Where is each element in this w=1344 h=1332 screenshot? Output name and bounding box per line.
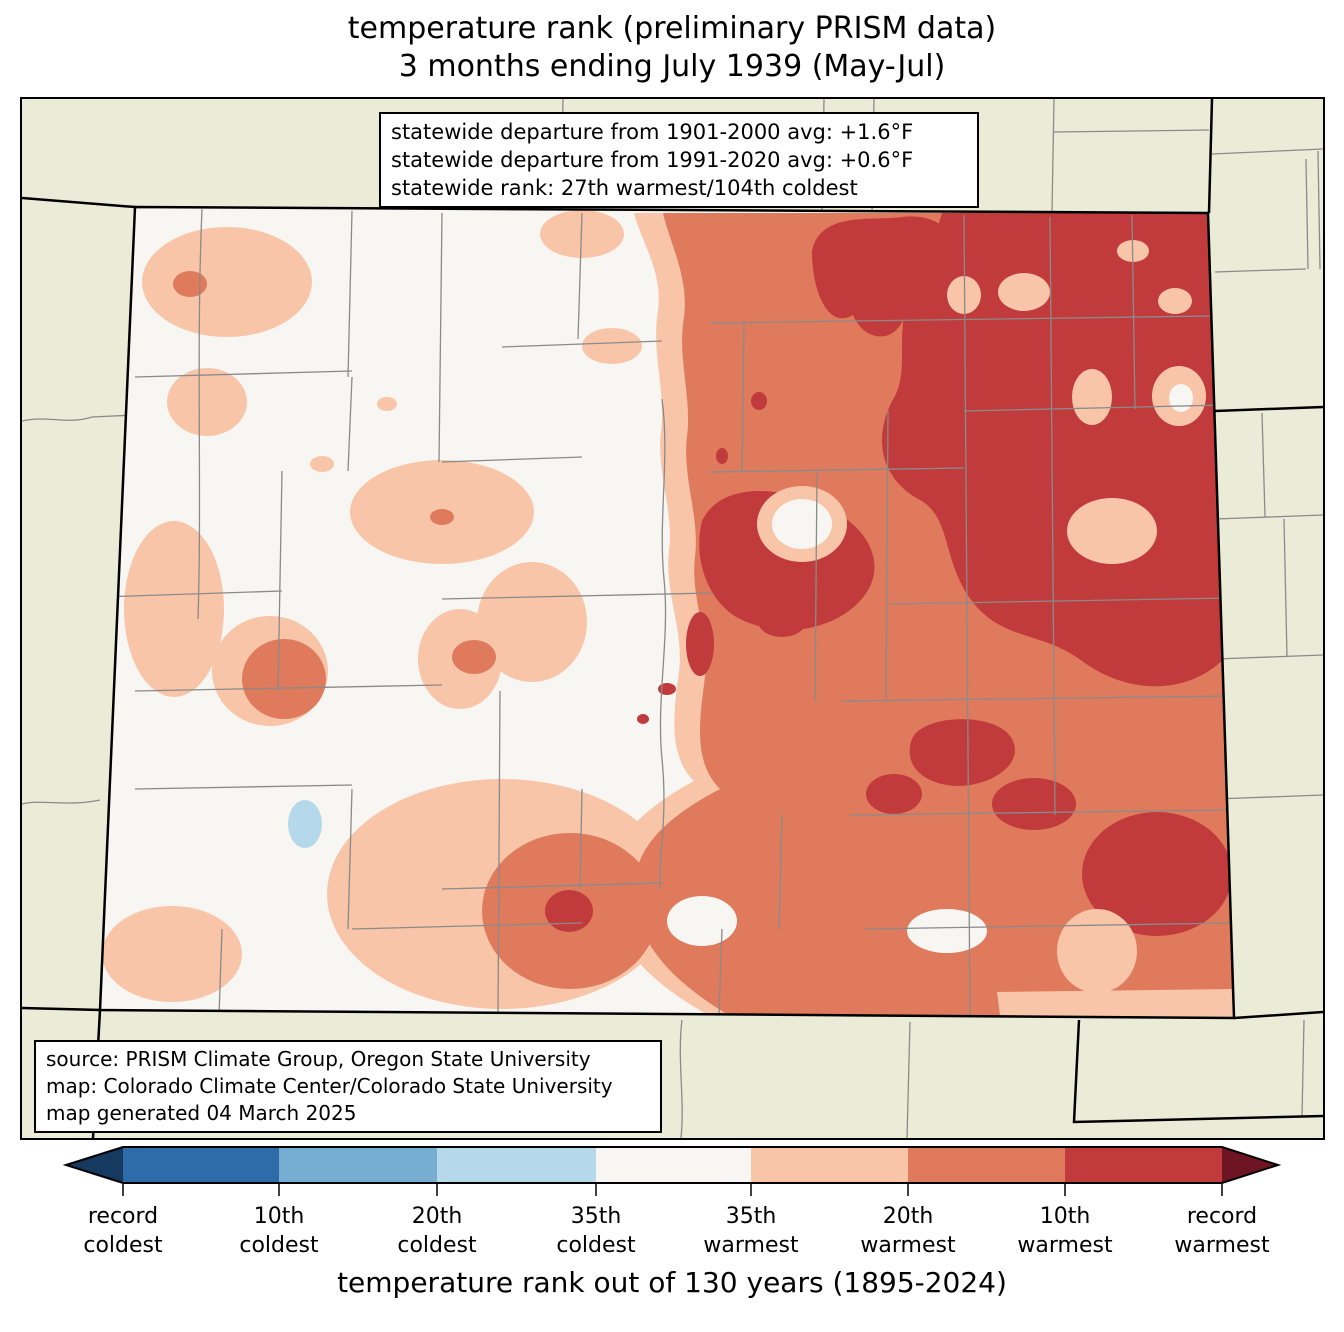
legend-label-record-coldest: record coldest <box>83 1204 163 1258</box>
colorbar-segment-20th-warmest <box>908 1147 1065 1183</box>
warm-35th-south-strip <box>997 989 1234 1018</box>
source-line-3: map generated 04 March 2025 <box>46 1101 357 1125</box>
colorbar-segment-20th-coldest <box>279 1147 437 1183</box>
title-line-1: temperature rank (preliminary PRISM data… <box>347 11 997 46</box>
legend-label-35th-coldest: 35th coldest <box>556 1204 636 1258</box>
stats-line-2: statewide departure from 1991-2020 avg: … <box>391 148 914 172</box>
title-line-2: 3 months ending July 1939 (May-Jul) <box>398 49 946 84</box>
legend-title: temperature rank out of 130 years (1895-… <box>337 1266 1007 1299</box>
legend-label-20th-coldest: 20th coldest <box>397 1204 477 1258</box>
stats-line-3: statewide rank: 27th warmest/104th colde… <box>391 176 858 200</box>
colorbar <box>62 1146 1282 1196</box>
legend-label-20th-warmest: 20th warmest <box>860 1204 956 1258</box>
source-attribution-box: source: PRISM Climate Group, Oregon Stat… <box>34 1040 662 1133</box>
colorbar-segment-10th-warmest <box>1065 1147 1222 1183</box>
legend-label-35th-warmest: 35th warmest <box>703 1204 799 1258</box>
colorado-state-border <box>98 205 1236 1020</box>
warm-10th-region-layer <box>545 213 1232 936</box>
source-line-1: source: PRISM Climate Group, Oregon Stat… <box>46 1047 591 1071</box>
stats-line-1: statewide departure from 1901-2000 avg: … <box>391 120 914 144</box>
colorado-temperature-rank-map <box>22 99 1323 1138</box>
temperature-rank-fill-layer <box>100 207 1234 1018</box>
record-coldest-arrow <box>66 1147 123 1183</box>
colorbar-segment-10th-coldest <box>123 1147 279 1183</box>
page-title: temperature rank (preliminary PRISM data… <box>0 10 1344 86</box>
colorbar-segment-35th-warmest <box>751 1147 908 1183</box>
map-frame: statewide departure from 1901-2000 avg: … <box>20 97 1325 1140</box>
statewide-stats-box: statewide departure from 1901-2000 avg: … <box>379 112 979 208</box>
legend-label-record-warmest: record warmest <box>1174 1204 1270 1258</box>
colorbar-legend: record coldest 10th coldest 20th coldest 35… <box>0 1140 1344 1332</box>
colorado-county-lines <box>100 208 1233 1017</box>
legend-label-10th-coldest: 10th coldest <box>239 1204 319 1258</box>
colorbar-ticks <box>122 1183 1223 1196</box>
colorbar-segment-35th-coldest <box>437 1147 596 1183</box>
record-warmest-arrow <box>1222 1147 1278 1183</box>
cold-20th-blob <box>288 800 322 848</box>
legend-label-10th-warmest: 10th warmest <box>1017 1204 1113 1258</box>
source-line-2: map: Colorado Climate Center/Colorado St… <box>46 1074 613 1098</box>
colorbar-segment-neutral <box>596 1147 751 1183</box>
